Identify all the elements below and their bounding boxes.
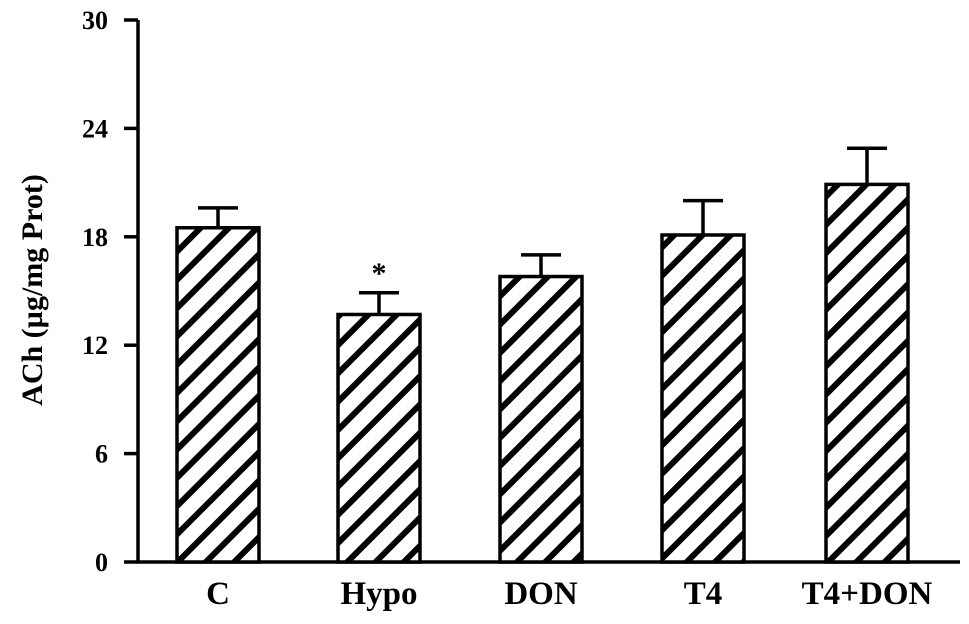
bar [660,233,746,564]
bar [175,226,261,564]
bar [498,274,584,564]
y-axis: 0 6 12 18 24 30 [82,6,140,577]
x-tick-label: DON [504,576,578,612]
x-tick-label: Hypo [340,576,417,612]
y-tick-label: 30 [82,6,108,35]
y-axis-title: ACh (µg/mg Prot) [16,174,49,406]
labels: C * Hypo DON T4 T4+DON [206,257,932,612]
x-tick-label: C [206,576,230,612]
y-tick-label: 6 [95,440,108,469]
bar [336,312,422,564]
x-tick-label: T4+DON [802,576,933,612]
y-tick-label: 12 [82,331,108,360]
y-tick-label: 0 [95,548,108,577]
y-tick-label: 18 [82,223,108,252]
bar [824,182,910,564]
x-tick-label: T4 [684,576,723,612]
y-tick-label: 24 [82,114,108,143]
significance-marker: * [372,257,387,290]
error-bars [198,146,887,315]
bars [175,182,910,564]
